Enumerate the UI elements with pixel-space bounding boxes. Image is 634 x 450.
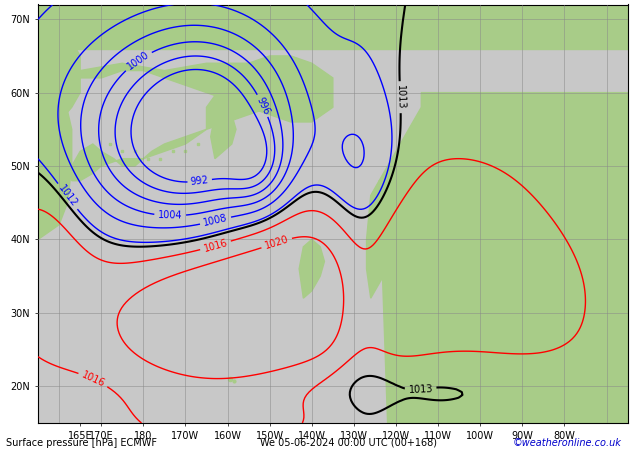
Text: 1016: 1016	[202, 238, 229, 254]
Text: 1013: 1013	[395, 85, 406, 110]
Text: 1013: 1013	[408, 383, 433, 395]
Polygon shape	[38, 19, 80, 129]
Polygon shape	[38, 56, 72, 239]
Text: 1020: 1020	[263, 234, 290, 251]
Text: 1000: 1000	[126, 50, 151, 72]
Polygon shape	[72, 129, 207, 181]
Polygon shape	[366, 181, 430, 298]
Text: ©weatheronline.co.uk: ©weatheronline.co.uk	[512, 438, 621, 448]
Text: 1012: 1012	[56, 184, 79, 209]
Polygon shape	[404, 298, 421, 372]
Polygon shape	[299, 239, 325, 298]
Text: 1016: 1016	[80, 369, 107, 389]
Text: 1008: 1008	[202, 213, 229, 228]
Polygon shape	[207, 56, 333, 129]
Polygon shape	[38, 4, 628, 49]
Polygon shape	[413, 372, 628, 423]
Text: We 05-06-2024 00:00 UTC (00+168): We 05-06-2024 00:00 UTC (00+168)	[260, 438, 437, 448]
Text: 1004: 1004	[158, 210, 183, 221]
Text: 996: 996	[254, 95, 271, 116]
Text: 992: 992	[190, 175, 209, 187]
Polygon shape	[38, 63, 333, 122]
Polygon shape	[210, 107, 236, 159]
Text: Surface pressure [hPa] ECMWF: Surface pressure [hPa] ECMWF	[6, 438, 157, 448]
Polygon shape	[379, 93, 628, 423]
